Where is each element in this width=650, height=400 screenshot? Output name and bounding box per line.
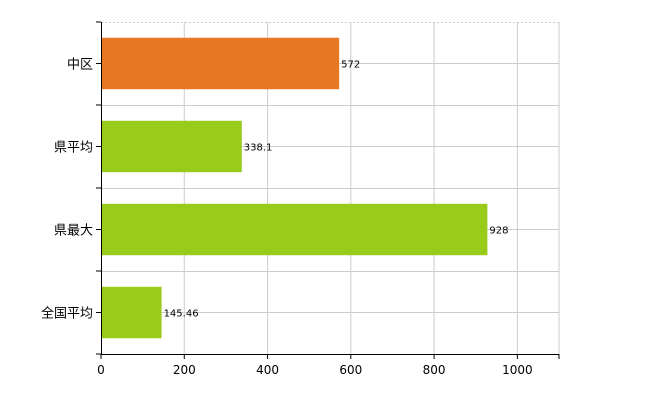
bar (101, 120, 242, 173)
x-tick-label: 400 (256, 363, 279, 377)
x-tick-label: 800 (423, 363, 446, 377)
data-label: 572 (341, 60, 360, 71)
data-label: 338.1 (244, 143, 273, 154)
y-tick-label: 中区 (67, 58, 93, 73)
data-label: 145.46 (164, 309, 199, 320)
x-axis-ticks: 0 200 400 600 800 1000 (97, 354, 560, 377)
x-tick-label: 1000 (502, 363, 533, 377)
x-tick-label: 600 (339, 363, 362, 377)
bar (101, 37, 340, 90)
bar (101, 203, 488, 256)
y-tick-label: 県平均 (54, 141, 93, 156)
y-tick-label: 県最大 (54, 224, 93, 239)
x-tick-label: 200 (173, 363, 196, 377)
bar (101, 286, 162, 339)
bars: 572 338.1 928 145.46 (101, 37, 508, 339)
y-tick-label: 全国平均 (41, 306, 93, 322)
x-tick-label: 0 (97, 363, 105, 377)
data-label: 928 (489, 226, 508, 237)
